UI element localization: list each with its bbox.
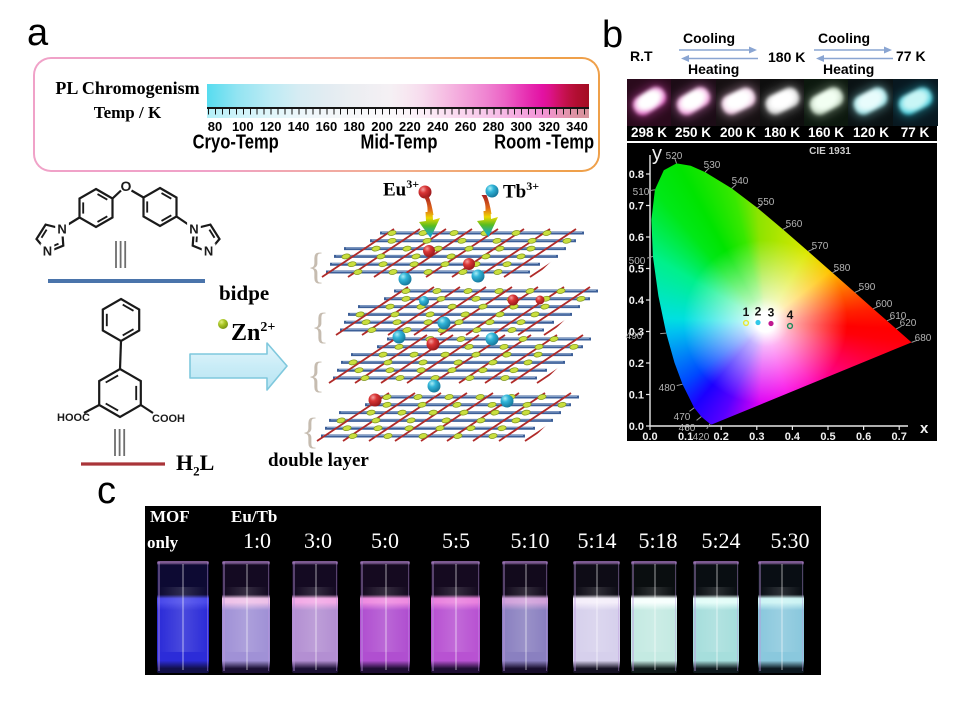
svg-text:540: 540 [732, 176, 749, 187]
svg-text:N: N [204, 244, 213, 259]
svg-text:0.7: 0.7 [892, 431, 907, 443]
svg-text:620: 620 [900, 318, 917, 329]
svg-text:0.2: 0.2 [629, 358, 644, 370]
svg-text:560: 560 [786, 219, 803, 230]
svg-text:N: N [57, 222, 66, 237]
svg-text:0.0: 0.0 [642, 431, 657, 443]
svg-text:570: 570 [812, 241, 829, 252]
svg-text:470: 470 [674, 412, 691, 423]
svg-text:480: 480 [659, 383, 676, 394]
svg-text:2: 2 [755, 305, 762, 319]
svg-text:600: 600 [876, 299, 893, 310]
svg-text:y: y [652, 143, 662, 165]
svg-text:0.4: 0.4 [785, 431, 801, 443]
svg-text:460: 460 [679, 423, 696, 434]
svg-text:O: O [121, 178, 132, 194]
svg-text:420: 420 [693, 432, 710, 443]
svg-text:{: { [301, 411, 319, 452]
svg-text:N: N [43, 244, 52, 259]
svg-text:0.1: 0.1 [629, 390, 644, 402]
svg-text:500: 500 [629, 256, 646, 267]
svg-text:0.5: 0.5 [629, 264, 644, 276]
svg-text:0.6: 0.6 [629, 232, 644, 244]
svg-text:0.3: 0.3 [749, 431, 764, 443]
svg-text:510: 510 [633, 187, 650, 198]
svg-text:COOH: COOH [152, 413, 185, 425]
svg-text:550: 550 [758, 197, 775, 208]
svg-text:x: x [920, 420, 929, 437]
svg-text:520: 520 [666, 151, 683, 162]
svg-text:530: 530 [704, 160, 721, 171]
svg-text:CIE 1931: CIE 1931 [809, 146, 851, 157]
svg-text:0.6: 0.6 [856, 431, 871, 443]
svg-text:{: { [311, 306, 329, 347]
svg-text:590: 590 [859, 282, 876, 293]
svg-text:4: 4 [787, 308, 794, 322]
svg-text:610: 610 [890, 311, 907, 322]
svg-text:3: 3 [768, 306, 775, 320]
svg-text:0.2: 0.2 [714, 431, 729, 443]
svg-text:0.7: 0.7 [629, 201, 644, 213]
svg-text:0.3: 0.3 [629, 327, 644, 339]
svg-text:0.8: 0.8 [629, 169, 644, 181]
svg-text:490: 490 [626, 331, 643, 342]
svg-text:1: 1 [743, 305, 750, 319]
svg-text:N: N [189, 222, 198, 237]
svg-text:580: 580 [834, 263, 851, 274]
svg-text:0.4: 0.4 [629, 295, 645, 307]
svg-text:680: 680 [915, 333, 932, 344]
svg-text:HOOC: HOOC [57, 412, 90, 424]
svg-text:{: { [307, 246, 325, 287]
svg-text:0.5: 0.5 [820, 431, 835, 443]
svg-text:0.0: 0.0 [629, 421, 644, 433]
svg-text:{: { [307, 355, 325, 396]
svg-text:0.1: 0.1 [678, 431, 693, 443]
